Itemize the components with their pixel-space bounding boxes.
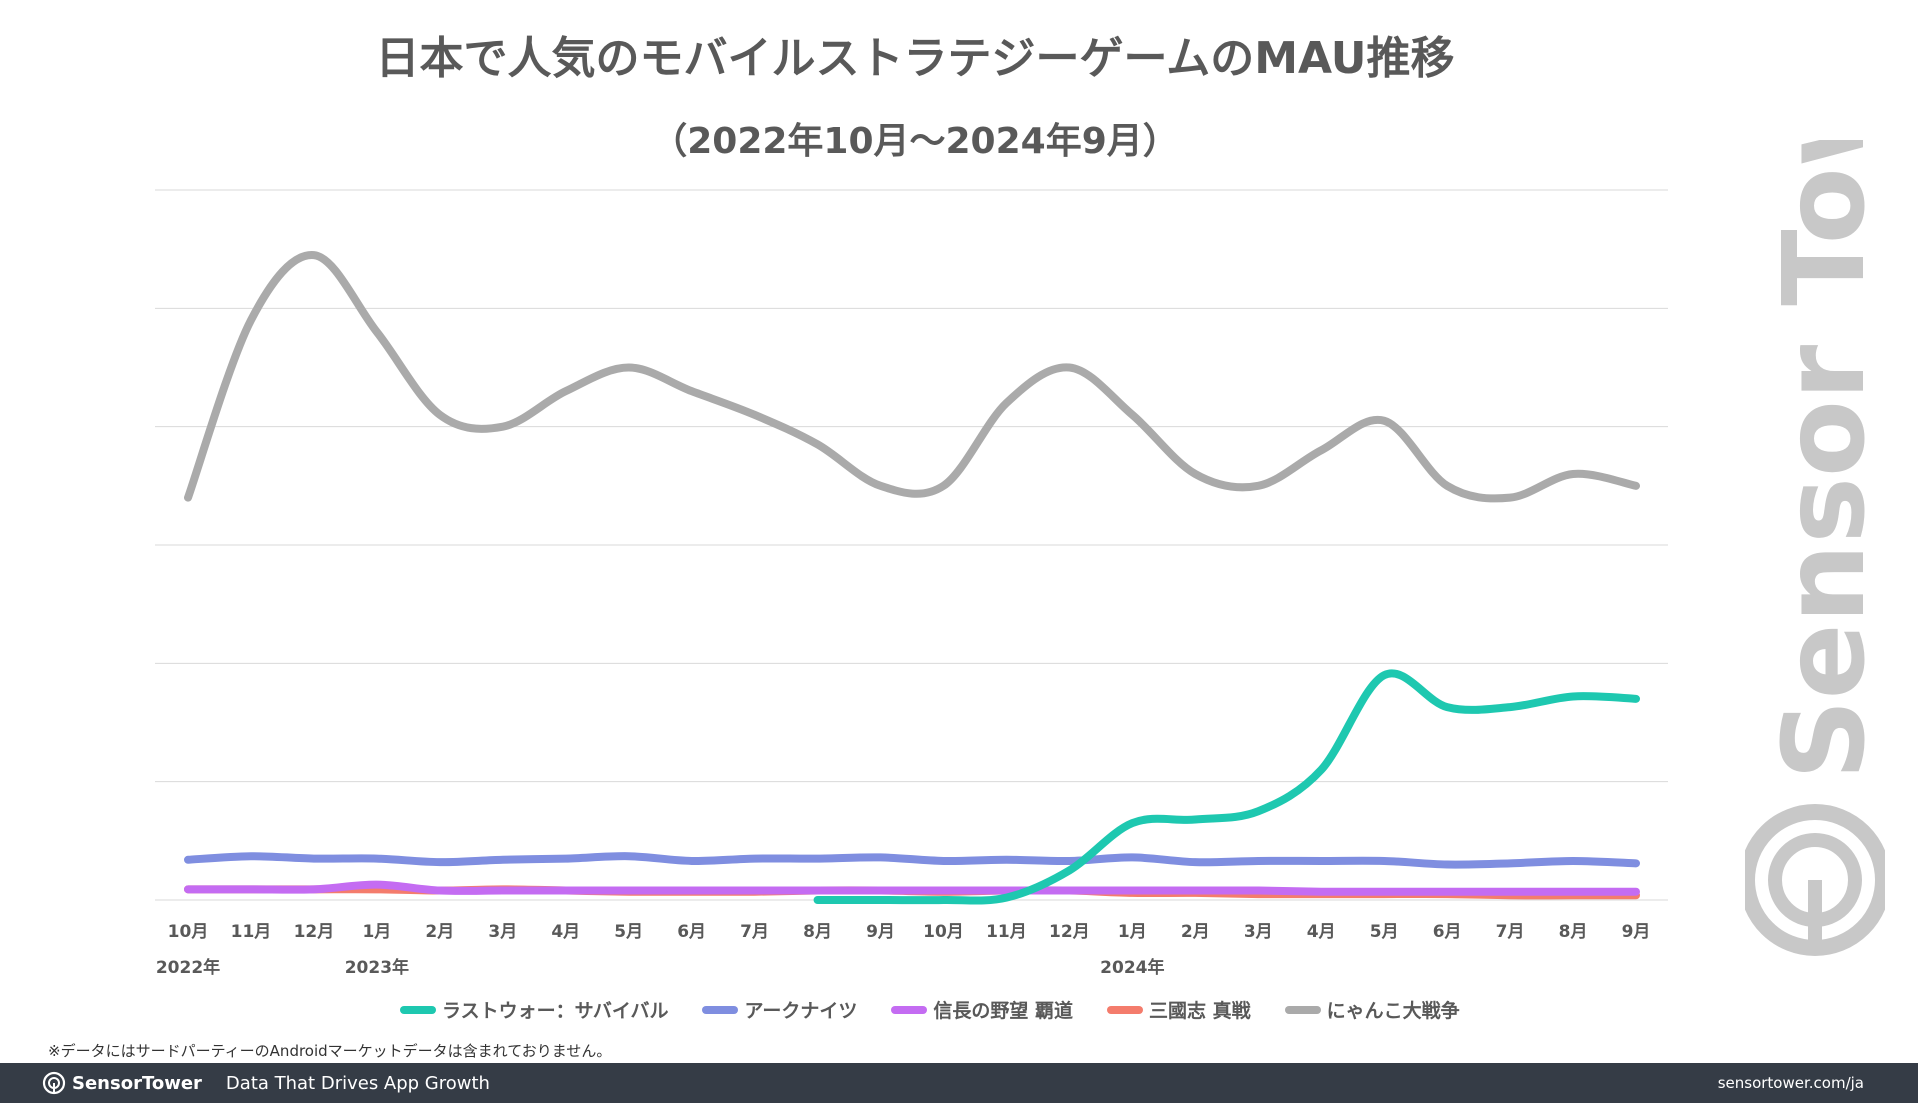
year-label: 2022年 — [156, 957, 220, 978]
x-tick-label: 2月 — [425, 922, 454, 942]
x-tick-label: 6月 — [1433, 922, 1462, 942]
x-tick-label: 5月 — [1370, 922, 1399, 942]
footer-brand: SensorTower — [42, 1071, 202, 1095]
x-tick-label: 3月 — [1244, 922, 1273, 942]
x-tick-label: 11月 — [986, 922, 1027, 942]
legend-swatch — [1284, 1005, 1321, 1014]
series-line — [813, 669, 1640, 905]
x-tick-label: 12月 — [294, 922, 335, 942]
x-axis-ticks: 10月 11月 12月 1月 2月 3月 4月 5月 6月 7月 8月 9月 10月 11月 12月 1月 2月… — [156, 922, 1651, 978]
legend-label: ラストウォー：サバイバル — [442, 1000, 669, 1022]
x-tick-label: 2月 — [1181, 922, 1210, 942]
legend-swatch — [891, 1005, 928, 1014]
x-tick-label: 10月 — [923, 922, 964, 942]
x-tick-label: 7月 — [740, 922, 769, 942]
footer-brand-name: SensorTower — [72, 1072, 202, 1094]
x-tick-label: 12月 — [1049, 922, 1090, 942]
x-tick-label: 9月 — [1622, 922, 1651, 942]
line-chart: 10月 11月 12月 1月 2月 3月 4月 5月 6月 7月 8月 9月 10月 11月 12月 1月 2月… — [155, 189, 1668, 978]
legend-label: 三國志 真戦 — [1148, 1000, 1251, 1022]
x-tick-label: 5月 — [614, 922, 643, 942]
legend-item: 信長の野望 覇道 — [891, 996, 1073, 1023]
x-tick-label: 8月 — [1559, 922, 1588, 942]
year-label: 2024年 — [1100, 957, 1164, 978]
x-tick-label: 11月 — [231, 922, 272, 942]
x-tick-label: 10月 — [168, 922, 209, 942]
chart-title: 日本で人気のモバイルストラテジーゲームのMAU推移 — [375, 33, 1455, 84]
x-tick-label: 3月 — [488, 922, 517, 942]
footer-tagline: Data That Drives App Growth — [225, 1072, 490, 1094]
x-tick-label: 1月 — [1118, 922, 1147, 942]
legend-label: 信長の野望 覇道 — [933, 1000, 1073, 1022]
legend: ラストウォー：サバイバル アークナイツ 信長の野望 覇道 三國志 真戦 にゃんこ… — [400, 996, 1460, 1023]
chart-subtitle: （2022年10月〜2024年9月） — [651, 121, 1179, 162]
sensor-tower-logo-icon — [42, 1071, 66, 1095]
legend-item: アークナイツ — [702, 996, 857, 1023]
series-line — [184, 251, 1640, 503]
x-tick-label: 8月 — [803, 922, 832, 942]
year-label: 2023年 — [345, 957, 409, 978]
series-line — [184, 852, 1640, 869]
watermark-text: Sensor Tower — [1760, 140, 1885, 780]
legend-label: アークナイツ — [744, 1000, 858, 1022]
legend-item: にゃんこ大戦争 — [1284, 996, 1460, 1023]
x-tick-label: 6月 — [677, 922, 706, 942]
legend-swatch — [702, 1005, 739, 1014]
x-tick-label: 4月 — [1307, 922, 1336, 942]
footer-bar: SensorTower Data That Drives App Growth … — [0, 1063, 1918, 1103]
legend-item: ラストウォー：サバイバル — [400, 996, 668, 1023]
sensor-tower-logo-icon — [1745, 804, 1885, 956]
footnote: ※データにはサードパーティーのAndroidマーケットデータは含まれておりません… — [48, 1042, 612, 1060]
x-tick-label: 7月 — [1496, 922, 1525, 942]
legend-swatch — [1106, 1005, 1143, 1014]
legend-label: にゃんこ大戦争 — [1326, 1000, 1460, 1022]
footer-site-link[interactable]: sensortower.com/ja — [1717, 1074, 1864, 1092]
sensor-tower-watermark: Sensor Tower — [1745, 140, 1885, 956]
x-tick-label: 1月 — [362, 922, 391, 942]
legend-item: 三國志 真戦 — [1106, 996, 1251, 1023]
gridlines — [155, 189, 1668, 901]
x-tick-label: 9月 — [866, 922, 895, 942]
series-line — [184, 880, 1640, 896]
legend-swatch — [400, 1005, 436, 1014]
x-tick-label: 4月 — [551, 922, 580, 942]
series-lines — [184, 251, 1640, 905]
